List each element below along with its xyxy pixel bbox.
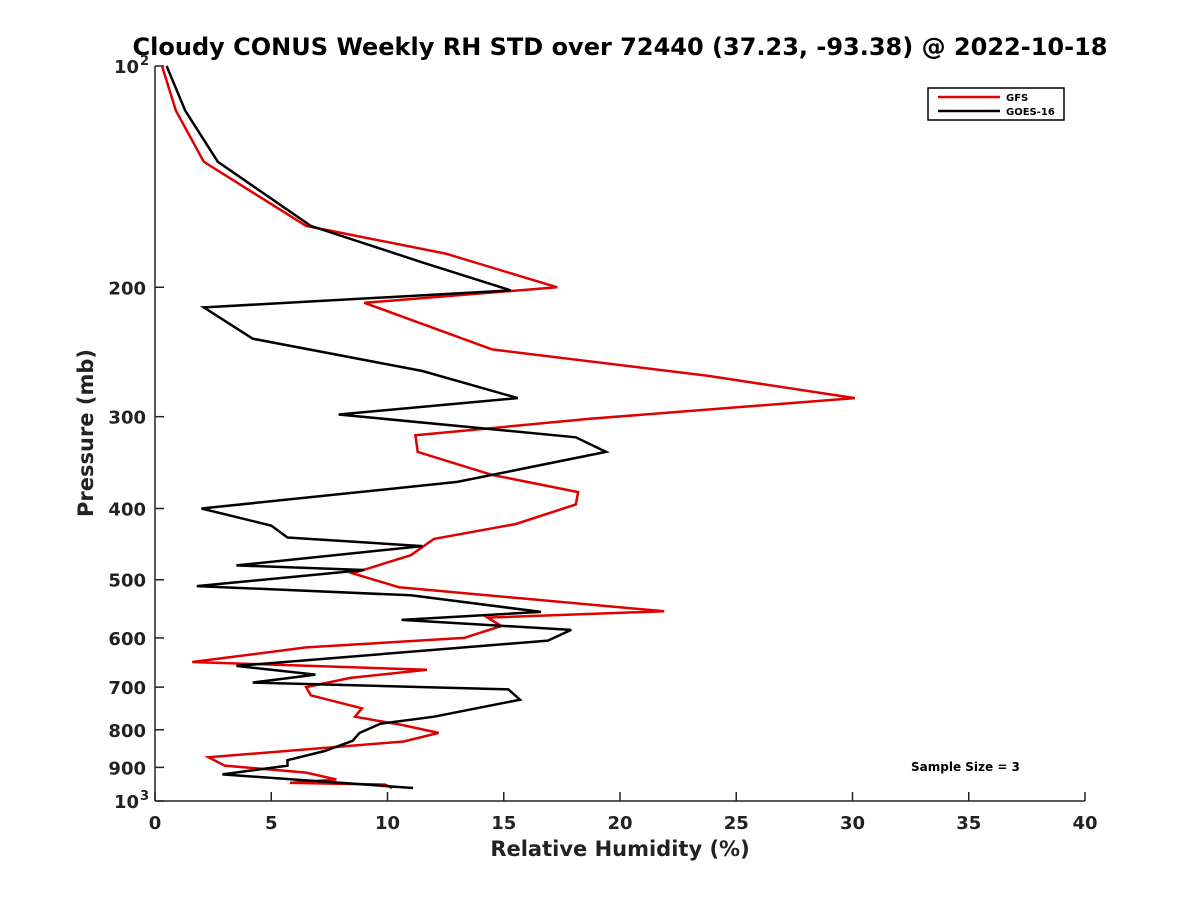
legend-label-gfs: GFS bbox=[1006, 93, 1028, 104]
legend-box bbox=[927, 87, 1065, 121]
y-tick-label: 300 bbox=[108, 408, 146, 429]
legend-label-goes16: GOES-16 bbox=[1006, 107, 1055, 118]
y-tick-exponent: 2 bbox=[140, 54, 149, 69]
sample-size-annotation: Sample Size = 3 bbox=[911, 760, 1020, 774]
x-tick-label: 30 bbox=[840, 813, 865, 834]
x-tick-label: 5 bbox=[265, 813, 278, 834]
legend: GFS GOES-16 bbox=[927, 87, 1065, 121]
x-tick-label: 35 bbox=[956, 813, 981, 834]
y-axis-label: Pressure (mb) bbox=[74, 349, 98, 517]
y-tick-exponent: 3 bbox=[140, 789, 149, 804]
plot-area: 0 5 10 15 20 25 30 35 40 10 220030040050060070080… bbox=[108, 54, 1097, 834]
x-axis-label: Relative Humidity (%) bbox=[490, 837, 749, 861]
series-layer bbox=[160, 65, 855, 790]
x-tick-label: 15 bbox=[491, 813, 516, 834]
x-ticks: 0 5 10 15 20 25 30 35 40 bbox=[149, 792, 1098, 834]
y-tick-label: 400 bbox=[108, 500, 146, 521]
x-tick-label: 0 bbox=[149, 813, 162, 834]
x-tick-label: 40 bbox=[1072, 813, 1097, 834]
x-tick-label: 20 bbox=[607, 813, 632, 834]
series-line-goes16 bbox=[165, 65, 610, 790]
x-tick-label: 10 bbox=[375, 813, 400, 834]
y-tick-label: 800 bbox=[108, 721, 146, 742]
chart-title: Cloudy CONUS Weekly RH STD over 72440 (3… bbox=[133, 33, 1108, 61]
y-tick-label: 900 bbox=[108, 758, 146, 779]
series-line-gfs bbox=[160, 65, 855, 790]
x-tick-label: 25 bbox=[724, 813, 749, 834]
y-tick-label: 200 bbox=[108, 278, 146, 299]
y-tick-label: 10 bbox=[114, 57, 139, 78]
y-tick-label: 500 bbox=[108, 571, 146, 592]
y-tick-label: 600 bbox=[108, 629, 146, 650]
y-tick-label: 700 bbox=[108, 678, 146, 699]
y-tick-label: 10 bbox=[114, 792, 139, 813]
